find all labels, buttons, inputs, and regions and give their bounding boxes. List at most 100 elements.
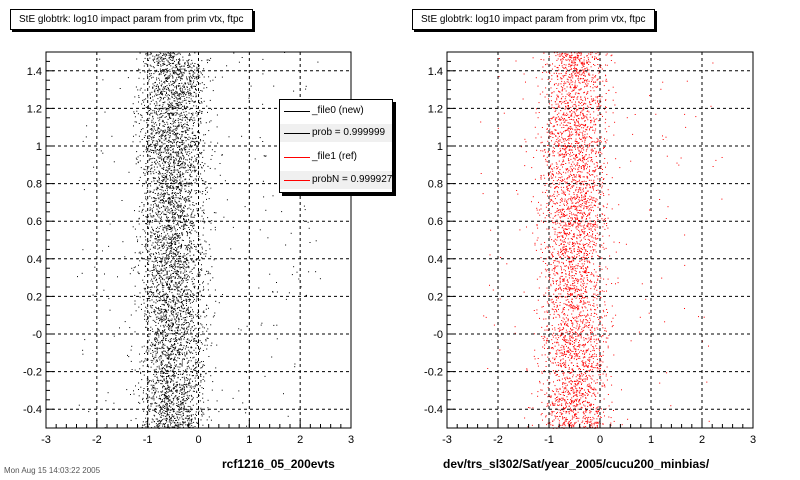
scatter-point <box>193 261 195 263</box>
scatter-point <box>187 306 189 308</box>
scatter-point <box>184 62 186 64</box>
scatter-point <box>189 389 191 391</box>
scatter-point <box>169 338 171 340</box>
scatter-point <box>156 60 158 62</box>
scatter-point <box>178 122 180 124</box>
scatter-point <box>150 306 152 308</box>
scatter-point <box>157 131 159 133</box>
scatter-point <box>200 121 202 123</box>
scatter-point <box>166 390 167 392</box>
scatter-point <box>156 334 158 336</box>
scatter-point <box>293 90 295 92</box>
scatter-point <box>174 171 176 173</box>
scatter-point <box>191 418 193 420</box>
scatter-point <box>183 277 185 279</box>
scatter-point <box>159 269 161 271</box>
scatter-point <box>219 174 221 176</box>
scatter-point <box>166 218 168 220</box>
scatter-point <box>163 54 165 56</box>
scatter-point <box>156 281 158 283</box>
scatter-point <box>155 199 157 201</box>
scatter-point <box>144 89 146 91</box>
scatter-point <box>169 416 170 417</box>
scatter-point <box>172 380 174 382</box>
scatter-point <box>157 94 159 96</box>
scatter-point <box>181 385 183 387</box>
scatter-point <box>202 282 203 284</box>
scatter-point <box>176 285 178 287</box>
scatter-point <box>202 218 204 220</box>
scatter-point <box>176 360 178 362</box>
scatter-point <box>187 279 189 281</box>
scatter-point <box>156 371 158 373</box>
scatter-point <box>163 160 164 162</box>
scatter-point <box>186 79 188 81</box>
scatter-point <box>188 97 190 99</box>
scatter-point <box>194 144 196 145</box>
scatter-point <box>170 105 172 107</box>
scatter-point <box>164 150 166 152</box>
scatter-point <box>200 72 202 74</box>
scatter-point <box>146 140 148 142</box>
scatter-point <box>188 409 190 411</box>
scatter-point <box>144 230 146 232</box>
scatter-point <box>160 423 162 425</box>
scatter-point <box>174 71 176 73</box>
scatter-point <box>154 391 156 393</box>
scatter-point <box>202 397 204 399</box>
scatter-point <box>165 53 167 55</box>
scatter-point <box>194 171 196 173</box>
scatter-point <box>147 233 149 235</box>
scatter-point <box>169 396 171 398</box>
scatter-point <box>179 138 181 140</box>
scatter-point <box>296 271 298 273</box>
scatter-point <box>160 412 162 414</box>
scatter-point <box>176 192 178 194</box>
scatter-point <box>175 390 177 392</box>
scatter-point <box>161 346 163 348</box>
scatter-point <box>175 313 177 315</box>
scatter-point <box>151 197 153 199</box>
scatter-point <box>172 248 174 250</box>
scatter-point <box>206 419 208 421</box>
scatter-point <box>171 323 173 325</box>
scatter-point <box>134 252 136 254</box>
scatter-point <box>146 74 148 76</box>
scatter-point <box>195 367 197 369</box>
scatter-point <box>186 299 188 301</box>
scatter-point <box>151 145 153 147</box>
scatter-point <box>139 251 141 253</box>
scatter-point <box>93 166 95 168</box>
scatter-point <box>150 366 152 368</box>
scatter-point <box>157 235 158 237</box>
scatter-point <box>162 246 164 248</box>
scatter-point <box>196 403 198 405</box>
scatter-point <box>207 407 209 409</box>
scatter-point <box>180 291 182 293</box>
scatter-point <box>185 417 187 419</box>
scatter-point <box>155 198 157 199</box>
scatter-point <box>189 167 191 168</box>
scatter-point <box>168 400 170 402</box>
scatter-point <box>159 404 161 406</box>
scatter-point <box>142 214 144 216</box>
scatter-point <box>187 418 189 420</box>
scatter-point <box>161 233 162 235</box>
scatter-point <box>147 293 149 295</box>
scatter-point <box>149 192 151 193</box>
scatter-point <box>175 335 177 337</box>
scatter-point <box>169 186 171 187</box>
scatter-point <box>206 315 208 317</box>
scatter-point <box>186 286 188 288</box>
scatter-point <box>158 371 159 373</box>
scatter-point <box>166 302 167 304</box>
scatter-point <box>160 199 162 201</box>
scatter-point <box>165 200 167 202</box>
scatter-point <box>138 395 140 397</box>
scatter-point <box>172 214 174 216</box>
scatter-point <box>182 180 184 182</box>
scatter-point <box>172 57 174 59</box>
scatter-point <box>192 414 194 416</box>
scatter-point <box>178 187 179 189</box>
scatter-point <box>185 319 187 321</box>
